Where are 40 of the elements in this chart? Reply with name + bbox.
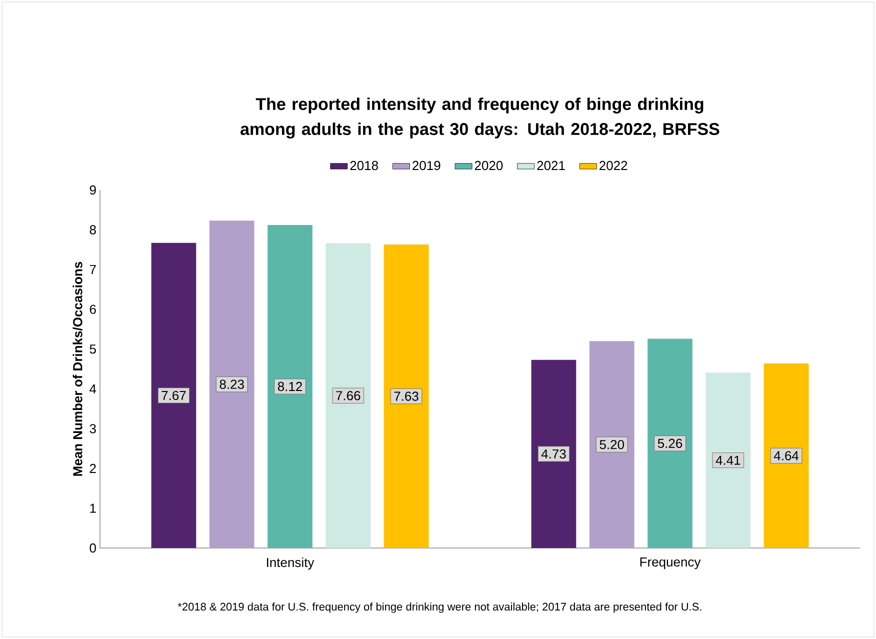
data-label: 7.66 <box>336 391 360 400</box>
bar <box>706 372 751 548</box>
y-tick-label: 3 <box>90 424 96 434</box>
bar <box>209 220 254 548</box>
data-label: 5.20 <box>600 440 624 450</box>
x-tick-label: Frequency <box>640 558 701 570</box>
data-label: 4.41 <box>716 456 740 465</box>
bar <box>151 242 196 548</box>
bar <box>268 225 312 548</box>
data-label: 4.64 <box>774 451 799 460</box>
data-label: 7.67 <box>162 390 186 400</box>
y-tick-label: 9 <box>90 185 96 195</box>
text: *2018 & 2019 data for U.S. frequency of binge drinking were not available; 2017 data are presented for U.S. <box>178 602 702 613</box>
bar <box>589 341 634 548</box>
x-tick-label: Intensity <box>267 558 314 570</box>
y-tick-label: 1 <box>90 504 96 513</box>
data-label: 8.12 <box>278 382 302 392</box>
y-tick-label: 4 <box>90 384 96 394</box>
legend-label: 2021 <box>537 160 565 170</box>
chart-title: The reported intensity and frequency of binge drinking among adults in the past 30 days: Utah 2018-2022, BRFSS <box>240 98 720 139</box>
bar <box>384 244 429 548</box>
y-tick-label: 5 <box>90 344 96 354</box>
y-tick-label: 6 <box>90 304 96 314</box>
legend-label: 2022 <box>600 160 628 170</box>
y-tick-label: 0 <box>90 543 96 553</box>
bar <box>531 360 576 548</box>
data-label: 4.73 <box>541 449 566 459</box>
y-axis-title: Mean Number of Drinks/Occasions <box>72 262 82 476</box>
bar <box>326 243 371 548</box>
data-label: 5.26 <box>658 438 682 448</box>
y-tick-label: 8 <box>90 225 96 234</box>
bar <box>648 338 692 548</box>
bar <box>764 363 809 548</box>
data-label: 8.23 <box>220 380 244 389</box>
y-tick-label: 2 <box>90 464 96 473</box>
legend-label: 2020 <box>474 160 503 170</box>
y-tick-label: 7 <box>90 265 96 274</box>
legend-label: 2018 <box>350 160 378 170</box>
data-label: 7.63 <box>394 392 418 401</box>
legend-label: 2019 <box>412 160 440 170</box>
